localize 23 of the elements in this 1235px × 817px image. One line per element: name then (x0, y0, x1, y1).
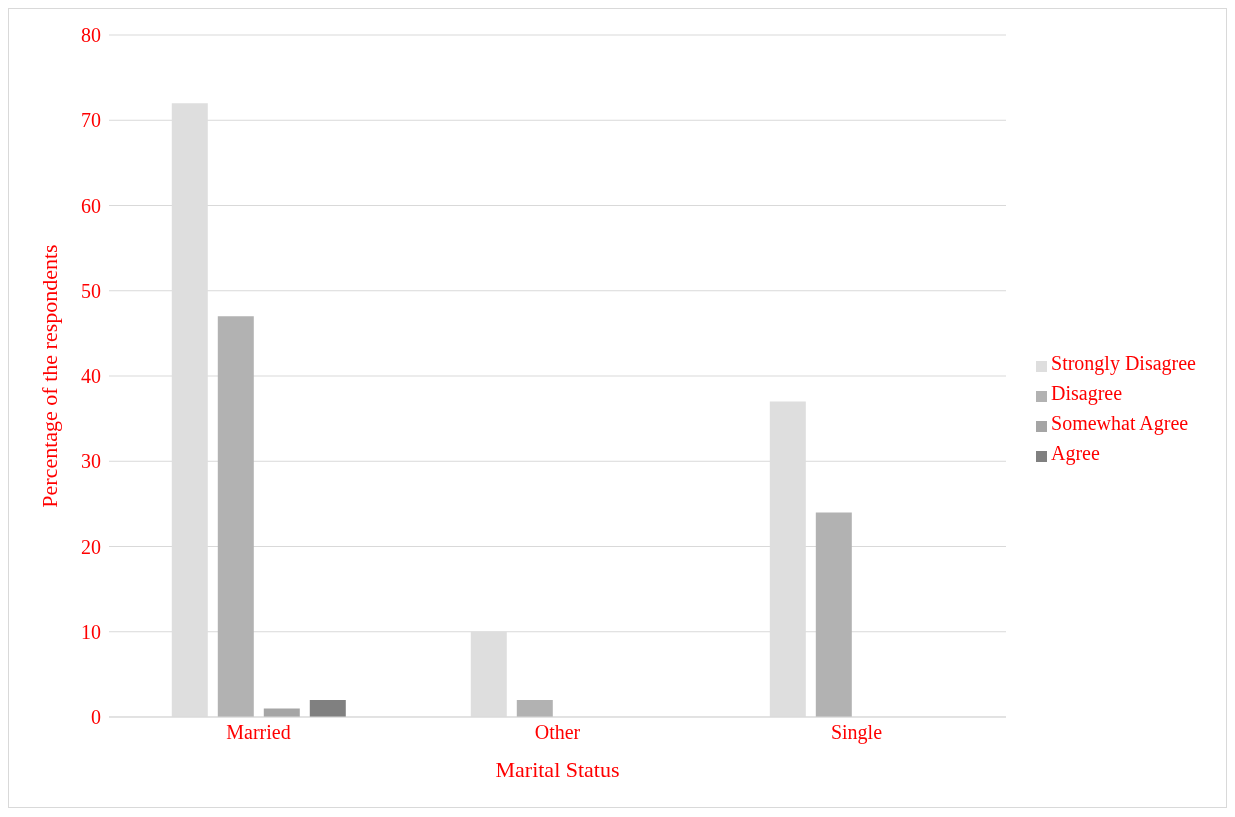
y-tick-label: 60 (81, 194, 101, 217)
y-tick-label: 50 (81, 279, 101, 302)
y-tick-label: 20 (81, 535, 101, 558)
legend-label: Disagree (1051, 382, 1123, 404)
legend-label: Strongly Disagree (1051, 352, 1196, 374)
y-tick-label: 30 (81, 450, 101, 473)
y-tick-label: 40 (81, 365, 101, 388)
y-axis-title: Percentage of the respondents (36, 244, 62, 508)
x-tick-label: Single (830, 721, 883, 745)
x-tick-label: Married (226, 721, 291, 744)
y-tick-label: 10 (81, 620, 101, 643)
bar (309, 699, 346, 717)
bar (516, 699, 553, 717)
x-tick-label: Other (534, 721, 581, 744)
y-tick-label: 80 (81, 24, 101, 47)
bar (217, 316, 254, 717)
legend-label: Agree (1051, 442, 1100, 464)
bar (815, 512, 852, 717)
y-tick-label: 0 (91, 706, 101, 729)
x-axis-title: Marital Status (495, 757, 620, 782)
legend-label: Somewhat Agree (1051, 412, 1189, 434)
y-tick-label: 70 (81, 109, 101, 132)
bar (263, 708, 300, 717)
